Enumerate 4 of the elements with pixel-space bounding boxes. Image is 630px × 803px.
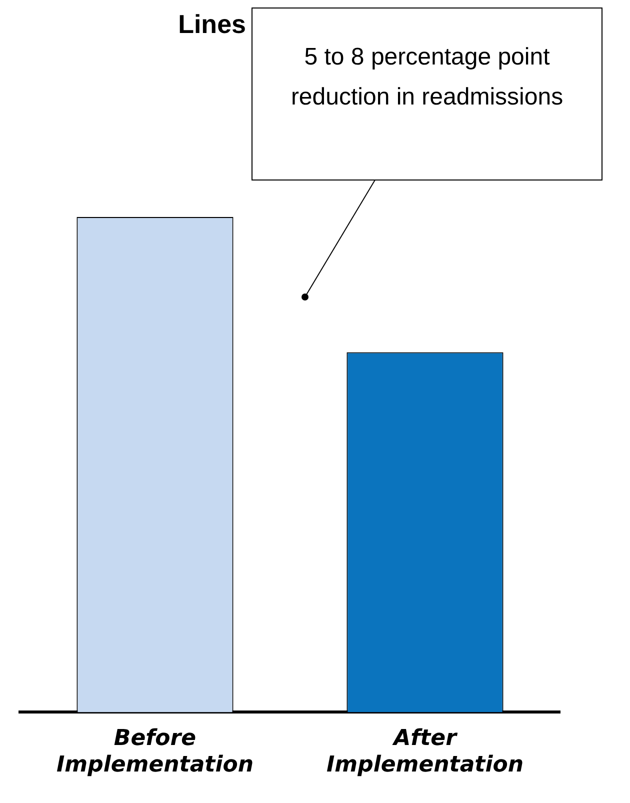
x-tick-label: Before Implementation: [56, 726, 254, 778]
x-tick-label: After Implementation: [326, 726, 524, 778]
chart-title: Lines: [178, 9, 246, 40]
text: 5 to 8 percentage point reduction in readmissions: [290, 44, 564, 111]
